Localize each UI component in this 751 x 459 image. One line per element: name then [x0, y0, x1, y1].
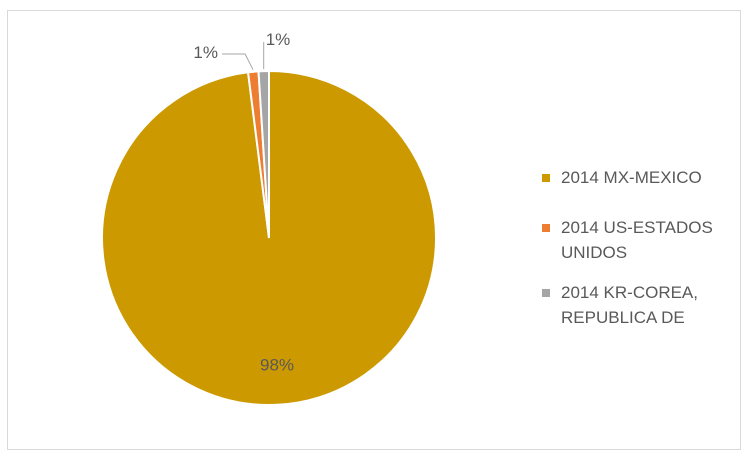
slice-data-label: 1%	[266, 30, 291, 49]
legend-label-line: REPUBLICA DE	[561, 308, 685, 327]
legend-label-line: 2014 US-ESTADOS	[561, 218, 713, 237]
legend-label-us: 2014 US-ESTADOS UNIDOS	[561, 215, 741, 265]
pie-slice	[257, 69, 270, 239]
slice-data-label: 98%	[260, 356, 294, 375]
legend-swatch-korea	[542, 289, 550, 297]
legend-label-korea: 2014 KR-COREA, REPUBLICA DE	[561, 280, 741, 330]
legend-label-line: UNIDOS	[561, 243, 628, 262]
legend-label-mexico: 2014 MX-MEXICO	[561, 165, 741, 190]
legend-label-line: 2014 MX-MEXICO	[561, 168, 702, 187]
legend-swatch-mexico	[542, 174, 550, 182]
leader-line	[222, 53, 254, 71]
legend-swatch-us	[542, 224, 550, 232]
legend-label-line: 2014 KR-COREA,	[561, 283, 698, 302]
slice-data-label: 1%	[193, 43, 218, 62]
